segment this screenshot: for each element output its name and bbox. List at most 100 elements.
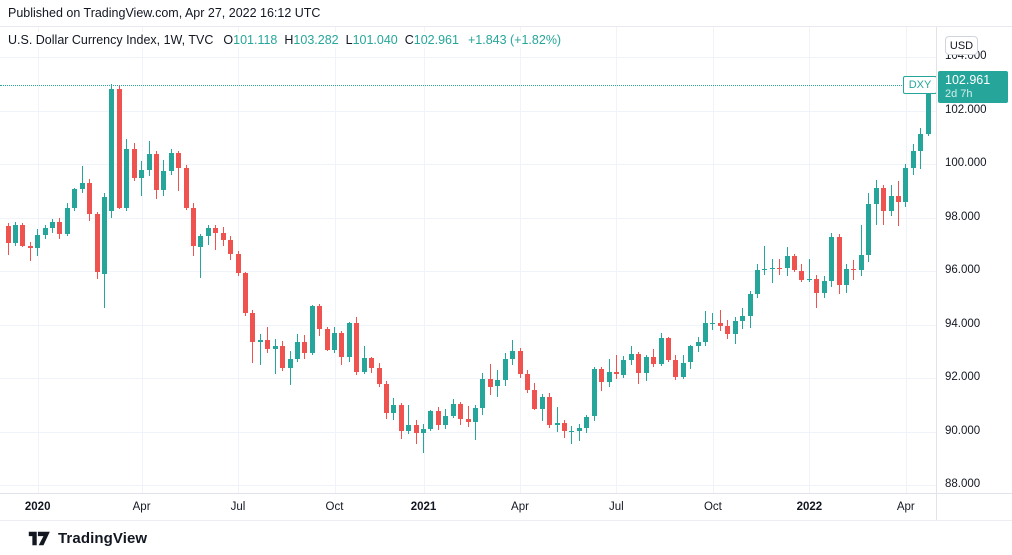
- candle-body: [35, 234, 41, 249]
- footer-branding: TradingView: [0, 521, 1012, 555]
- candle-body: [532, 389, 538, 410]
- candle-body: [354, 323, 360, 372]
- bar-countdown: 2d 7h: [945, 88, 973, 100]
- candle-wick: [475, 405, 476, 441]
- candle-body: [517, 350, 523, 374]
- price-gridline: [0, 324, 936, 326]
- candle-body: [324, 328, 330, 350]
- candle-body: [109, 88, 115, 211]
- candle-body: [287, 358, 293, 369]
- candle-body: [131, 148, 137, 178]
- symbol-price-flag: DXY: [903, 75, 936, 94]
- candle-body: [220, 232, 226, 240]
- time-axis-border: [0, 493, 1012, 494]
- tradingview-logo-icon[interactable]: [28, 529, 51, 548]
- candle-body: [346, 323, 352, 358]
- candle-body: [792, 255, 797, 271]
- candle-body: [250, 312, 256, 342]
- candle-body: [576, 427, 582, 431]
- candle-body: [79, 182, 85, 190]
- legend-open: O101.118: [223, 33, 278, 47]
- price-tick-label: 98.000: [945, 210, 981, 223]
- legend-high: H103.282: [284, 33, 339, 47]
- candle-body: [391, 405, 397, 413]
- currency-badge[interactable]: USD: [945, 36, 978, 55]
- candle-wick: [571, 426, 573, 444]
- candle-wick: [274, 339, 276, 375]
- candle-body: [383, 383, 389, 413]
- time-axis[interactable]: 2020 Apr Jul Oct 2021 Apr Jul Oct 2022 Apr: [0, 494, 936, 520]
- price-gridline: [0, 57, 936, 58]
- legend-change: +1.843 (+1.82%): [467, 33, 562, 47]
- candle-body: [569, 430, 575, 432]
- candle-body: [925, 84, 931, 135]
- price-tick-label: 94.000: [945, 317, 981, 330]
- legend-close: C102.961: [404, 33, 459, 47]
- time-gridline: [37, 27, 39, 493]
- tradingview-wordmark[interactable]: TradingView: [58, 529, 148, 547]
- candle-body: [27, 245, 33, 249]
- candle-body: [636, 353, 642, 374]
- candle-body: [361, 357, 367, 372]
- candle-body: [102, 197, 107, 274]
- candle-wick: [141, 161, 143, 196]
- candle-body: [480, 378, 486, 408]
- candle-wick: [779, 258, 781, 275]
- time-tick-label: Apr: [132, 501, 151, 513]
- candle-body: [844, 268, 849, 285]
- candle-body: [695, 342, 701, 346]
- candle-body: [777, 267, 783, 269]
- chart-plot-area[interactable]: DXY U.S. Dollar Currency Index, 1W, TVC …: [0, 27, 936, 493]
- candle-body: [725, 326, 731, 335]
- candle-wick: [615, 355, 617, 379]
- legend-title[interactable]: U.S. Dollar Currency Index, 1W, TVC: [8, 33, 214, 47]
- candle-body: [42, 227, 48, 235]
- published-bar: Published on TradingView.com, Apr 27, 20…: [0, 0, 1012, 27]
- candle-wick: [81, 166, 83, 194]
- candle-wick: [423, 423, 424, 453]
- time-gridline: [712, 27, 714, 493]
- candle-body: [376, 367, 382, 384]
- price-tick-label: 90.000: [945, 424, 981, 437]
- candle-body: [198, 235, 204, 247]
- candle-body: [554, 422, 560, 426]
- candle-wick: [200, 233, 202, 278]
- candle-wick: [771, 259, 773, 284]
- candle-body: [829, 237, 835, 281]
- candle-body: [369, 357, 375, 368]
- candle-wick: [712, 312, 714, 330]
- candle-body: [413, 424, 419, 434]
- candle-body: [191, 208, 196, 246]
- price-tick-label: 96.000: [945, 264, 981, 276]
- candle-body: [821, 280, 827, 294]
- time-gridline: [334, 27, 336, 493]
- candle-wick: [808, 258, 810, 283]
- candle-body: [858, 254, 864, 270]
- candle-body: [398, 405, 404, 432]
- candle-body: [688, 345, 694, 363]
- candle-body: [176, 153, 182, 168]
- legend[interactable]: U.S. Dollar Currency Index, 1W, TVC O101…: [8, 32, 566, 48]
- price-tick-label: 92.000: [945, 371, 981, 383]
- candle-body: [20, 224, 26, 246]
- candle-body: [272, 345, 278, 350]
- candle-wick: [259, 333, 261, 365]
- candle-body: [836, 237, 842, 285]
- time-gridline: [141, 27, 143, 493]
- candle-wick: [556, 407, 558, 433]
- price-tick-label: 102.000: [945, 103, 987, 116]
- candle-body: [161, 171, 167, 191]
- candle-body: [235, 253, 241, 273]
- candle-wick: [467, 406, 469, 428]
- candle-wick: [408, 405, 410, 434]
- candle-body: [50, 221, 55, 228]
- candle-body: [881, 187, 887, 212]
- candle-body: [450, 403, 456, 416]
- candle-body: [309, 306, 315, 354]
- price-axis[interactable]: 104.000 102.000 100.000 98.000 96.000 94.000 9…: [937, 27, 1012, 493]
- candle-body: [64, 208, 70, 234]
- candle-body: [213, 227, 219, 233]
- candle-body: [814, 278, 820, 294]
- candle-body: [703, 323, 708, 343]
